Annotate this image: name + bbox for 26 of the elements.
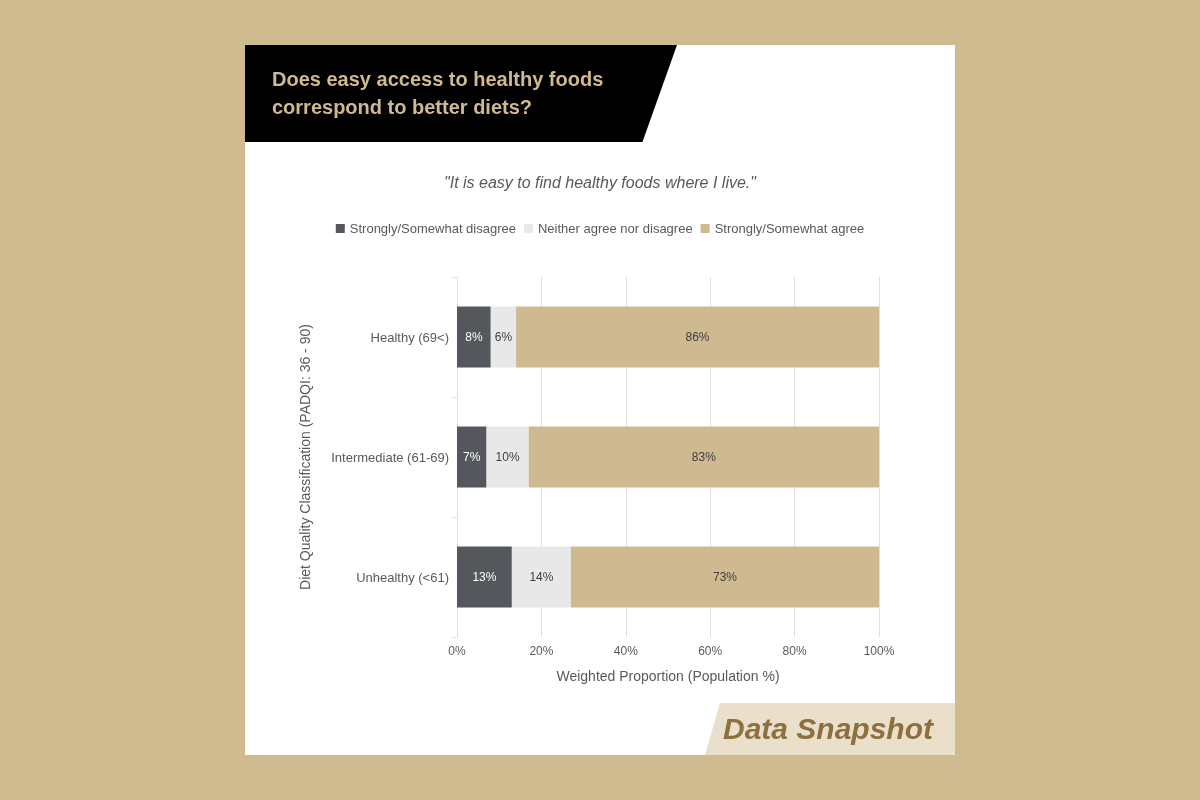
data-label: 7% <box>463 450 481 464</box>
x-tick-label: 100% <box>863 644 895 658</box>
x-tick-label: 60% <box>698 644 723 658</box>
data-label: 73% <box>712 570 738 584</box>
data-label: 8% <box>465 330 483 344</box>
y-tick-label: Healthy (69<) <box>370 329 449 345</box>
y-axis-title: Diet Quality Classification (PADQI: 36 - 90) <box>297 324 313 590</box>
legend-label: Neither agree nor disagree <box>537 221 693 236</box>
x-tick-label: 40% <box>613 644 639 658</box>
legend-label: Strongly/Somewhat disagree <box>349 221 516 236</box>
chart-subtitle: "It is easy to find healthy foods where I live." <box>444 173 758 191</box>
x-tick-label: 80% <box>782 644 807 658</box>
chart-title: Does easy access to healthy foods correspond to better diets? <box>272 67 605 120</box>
data-label: 13% <box>472 570 497 584</box>
x-tick-label: 0% <box>448 644 466 658</box>
data-label: 6% <box>494 330 513 344</box>
data-label: 83% <box>691 450 717 464</box>
data-label: 86% <box>685 330 710 344</box>
x-axis-title: Weighted Proportion (Population %) <box>556 668 780 684</box>
data-label: 14% <box>529 570 554 584</box>
y-tick-label: Unhealthy (<61) <box>356 569 449 585</box>
x-tick-label: 20% <box>529 644 554 658</box>
data-label: 10% <box>495 450 520 464</box>
text: Data Snapshot <box>722 712 933 746</box>
y-tick-label: Intermediate (61-69) <box>331 449 449 465</box>
legend-label: Strongly/Somewhat agree <box>714 221 865 236</box>
